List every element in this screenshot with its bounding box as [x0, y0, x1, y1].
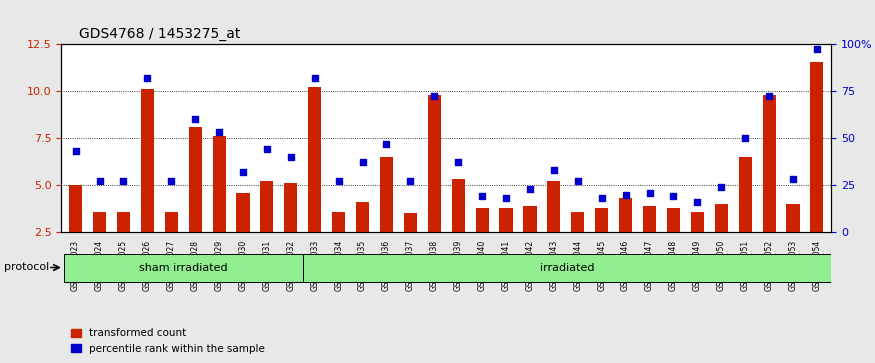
Bar	[380, 157, 393, 280]
Bar	[595, 208, 608, 280]
Point	[308, 75, 322, 81]
Point	[164, 179, 178, 184]
Bar	[93, 212, 106, 280]
Point	[570, 179, 584, 184]
Bar	[475, 208, 489, 280]
Point	[642, 190, 656, 196]
Bar	[284, 183, 298, 280]
Point	[786, 176, 800, 182]
Point	[595, 195, 609, 201]
Bar	[69, 185, 82, 280]
Point	[116, 179, 130, 184]
Point	[762, 94, 776, 99]
Point	[236, 169, 250, 175]
Bar	[762, 94, 775, 280]
Point	[667, 193, 681, 199]
Text: protocol: protocol	[4, 262, 50, 272]
Point	[690, 199, 704, 205]
Point	[714, 184, 728, 190]
Point	[93, 179, 107, 184]
Bar	[619, 198, 632, 280]
Bar	[261, 182, 274, 280]
Bar	[332, 212, 346, 280]
Point	[212, 129, 226, 135]
Point	[738, 135, 752, 141]
Legend: transformed count, percentile rank within the sample: transformed count, percentile rank withi…	[66, 324, 270, 358]
Text: sham irradiated: sham irradiated	[139, 263, 228, 273]
Point	[380, 141, 394, 147]
Point	[523, 186, 537, 192]
Point	[452, 160, 466, 166]
Bar	[213, 136, 226, 280]
Bar	[356, 202, 369, 280]
Bar	[810, 62, 823, 280]
Point	[355, 160, 369, 166]
Text: irradiated: irradiated	[540, 263, 594, 273]
Bar	[715, 204, 728, 280]
Point	[332, 179, 346, 184]
Bar	[667, 208, 680, 280]
Bar	[189, 127, 202, 280]
Bar	[428, 94, 441, 280]
Bar	[452, 179, 465, 280]
FancyBboxPatch shape	[303, 254, 831, 282]
Bar	[308, 87, 321, 280]
Text: GDS4768 / 1453275_at: GDS4768 / 1453275_at	[79, 27, 240, 41]
Bar	[523, 206, 536, 280]
Bar	[403, 213, 417, 280]
Bar	[787, 204, 800, 280]
FancyBboxPatch shape	[64, 254, 303, 282]
Point	[499, 195, 513, 201]
Point	[810, 46, 824, 52]
Bar	[690, 212, 704, 280]
Bar	[141, 89, 154, 280]
Bar	[164, 212, 178, 280]
Bar	[500, 208, 513, 280]
Point	[547, 167, 561, 173]
Point	[403, 179, 417, 184]
Point	[475, 193, 489, 199]
Bar	[236, 193, 249, 280]
Point	[140, 75, 154, 81]
Bar	[738, 157, 752, 280]
Bar	[547, 182, 560, 280]
Bar	[117, 212, 130, 280]
Point	[619, 192, 633, 197]
Point	[68, 148, 82, 154]
Point	[284, 154, 298, 160]
Point	[260, 146, 274, 152]
Bar	[643, 206, 656, 280]
Bar	[571, 212, 584, 280]
Point	[427, 94, 441, 99]
Point	[188, 116, 202, 122]
